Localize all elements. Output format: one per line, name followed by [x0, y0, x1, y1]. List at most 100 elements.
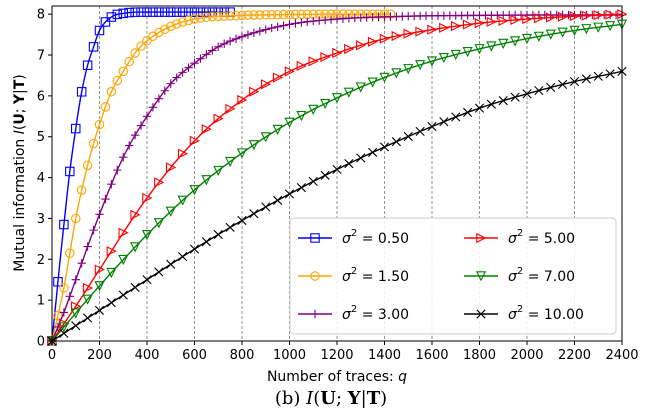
data-point: [100, 102, 111, 112]
data-point: [83, 242, 92, 251]
data-point: [296, 111, 307, 122]
x-tick-label: 400: [135, 348, 160, 363]
legend-label: σ2 = 5.00: [508, 228, 575, 247]
data-point: [82, 60, 93, 70]
data-point: [148, 103, 158, 112]
x-tick-label: 800: [230, 348, 255, 363]
legend-entry: σ2 = 1.50: [298, 266, 409, 285]
data-point: [142, 112, 152, 121]
data-point: [255, 10, 265, 20]
x-tick-label: 0: [48, 348, 56, 363]
data-point: [309, 16, 318, 26]
data-point: [332, 164, 342, 175]
data-point: [344, 159, 354, 169]
data-point: [284, 189, 295, 199]
legend-label: σ2 = 10.00: [508, 304, 584, 323]
data-point: [106, 87, 117, 97]
data-point: [581, 24, 592, 35]
legend-label: σ2 = 3.00: [342, 304, 409, 323]
data-point: [343, 87, 354, 98]
data-point: [59, 328, 69, 338]
data-point: [237, 10, 247, 21]
data-point: [94, 281, 105, 292]
data-point: [521, 33, 533, 45]
data-point: [219, 11, 229, 21]
data-point: [130, 242, 141, 253]
data-point: [202, 50, 211, 59]
data-point: [59, 308, 69, 317]
data-point: [130, 209, 141, 220]
x-axis-title: Number of traces: q: [267, 369, 407, 385]
data-point: [160, 86, 170, 95]
data-point: [593, 22, 604, 33]
data-point: [118, 290, 128, 300]
data-point: [569, 25, 580, 36]
data-point: [160, 7, 170, 17]
data-point: [279, 21, 288, 30]
data-point: [308, 104, 319, 115]
data-point: [94, 305, 105, 315]
data-point: [391, 30, 402, 42]
data-point: [249, 209, 259, 219]
data-point: [522, 89, 532, 99]
data-point: [71, 301, 82, 312]
data-point: [94, 119, 105, 130]
data-point: [510, 36, 521, 47]
data-point: [534, 85, 544, 96]
data-point: [106, 246, 117, 257]
legend-label: σ2 = 1.50: [342, 266, 409, 285]
data-point: [183, 15, 194, 26]
legend-box: [289, 217, 617, 335]
data-point: [367, 77, 378, 88]
data-point: [558, 79, 568, 90]
data-point: [451, 21, 462, 32]
data-point: [59, 219, 69, 230]
data-point: [95, 210, 104, 219]
data-point: [141, 230, 153, 241]
data-point: [297, 18, 306, 27]
data-point: [112, 9, 123, 20]
data-point: [136, 121, 146, 130]
series-4: [47, 9, 628, 347]
data-point: [142, 35, 152, 46]
data-point: [260, 10, 271, 20]
y-tick-label: 1: [37, 294, 45, 309]
data-point: [154, 267, 164, 277]
data-point: [58, 322, 69, 333]
data-point: [379, 142, 390, 152]
data-point: [201, 12, 212, 23]
data-point: [53, 277, 63, 287]
series-line: [51, 13, 622, 342]
y-axis-ticks: 0 1 2 3 4 5 6 7 8: [37, 8, 52, 350]
data-point: [272, 124, 283, 135]
data-point: [94, 25, 105, 36]
data-point: [391, 137, 401, 147]
data-point: [261, 25, 270, 34]
x-axis-ticks: 0 200 400 600 800 1000 1200 1400 1600 1800 2000 220…: [48, 341, 639, 363]
data-point: [153, 218, 164, 229]
data-point: [142, 7, 152, 17]
legend-entry: σ2 = 3.00: [298, 304, 409, 323]
data-point: [310, 233, 320, 243]
data-point: [486, 41, 497, 52]
data-point: [189, 185, 200, 196]
legend: σ2 = 0.50 σ2 = 1.50 σ2 = 3.00 σ2 = 5.00 σ2 =…: [289, 217, 617, 335]
data-point: [605, 69, 615, 79]
data-point: [403, 131, 413, 142]
y-tick-label: 5: [37, 130, 45, 145]
data-point: [225, 222, 235, 233]
data-point: [426, 56, 438, 67]
data-point: [219, 39, 229, 48]
data-point: [303, 17, 312, 26]
data-point: [130, 282, 140, 292]
data-point: [118, 254, 129, 266]
data-point: [118, 66, 129, 77]
data-point: [189, 14, 200, 24]
data-point: [70, 308, 81, 319]
mutual-information-chart: 0 200 400 600 800 1000 1200 1400 1600 1800 2000 220…: [12, 5, 639, 385]
data-point: [510, 92, 520, 102]
data-point: [332, 47, 343, 59]
data-point: [89, 225, 98, 235]
data-point: [450, 49, 461, 61]
data-point: [142, 192, 153, 204]
